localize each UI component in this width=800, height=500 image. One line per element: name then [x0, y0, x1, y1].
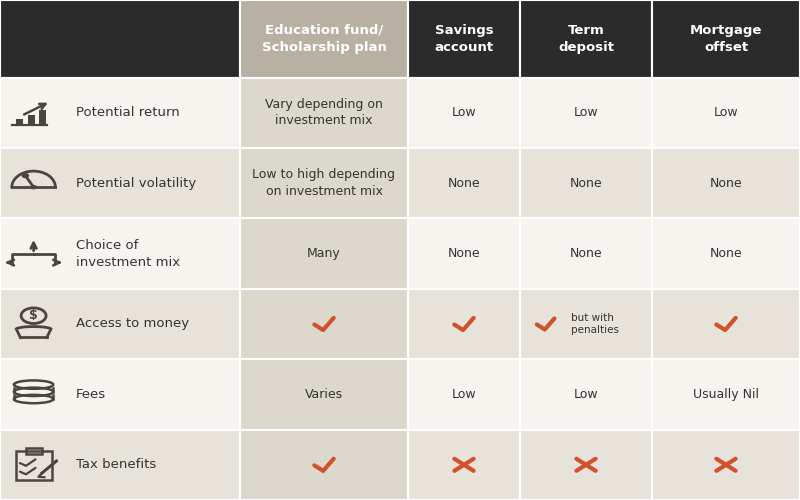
Bar [26, 448, 42, 454]
Bar [652, 359, 800, 430]
Bar [240, 218, 408, 289]
Bar [0, 289, 240, 359]
Text: None: None [448, 247, 480, 260]
Bar [408, 430, 520, 500]
Bar [39, 110, 46, 126]
Text: Low: Low [574, 388, 598, 401]
Circle shape [22, 174, 29, 178]
Text: None: None [570, 247, 602, 260]
Bar [652, 289, 800, 359]
Bar [408, 0, 520, 78]
Bar [16, 118, 23, 126]
Bar [0, 78, 240, 148]
Text: Usually Nil: Usually Nil [693, 388, 759, 401]
Text: Low: Low [574, 106, 598, 119]
Bar [652, 0, 800, 78]
Bar [240, 359, 408, 430]
Text: Term
deposit: Term deposit [558, 24, 614, 54]
Text: $: $ [30, 309, 38, 322]
Bar [0, 430, 240, 500]
Text: Access to money: Access to money [76, 318, 189, 330]
Bar [0, 218, 240, 289]
Bar [652, 148, 800, 218]
Bar [520, 359, 652, 430]
Text: Low: Low [714, 106, 738, 119]
Bar [240, 78, 408, 148]
Text: Potential return: Potential return [76, 106, 180, 119]
Bar [0, 0, 240, 78]
Bar [652, 430, 800, 500]
Bar [240, 148, 408, 218]
Text: Low to high depending
on investment mix: Low to high depending on investment mix [253, 168, 395, 198]
Text: None: None [710, 247, 742, 260]
Text: None: None [710, 176, 742, 190]
Text: Low: Low [452, 106, 476, 119]
Bar [520, 78, 652, 148]
Text: Fees: Fees [76, 388, 106, 401]
Text: Choice of
investment mix: Choice of investment mix [76, 238, 180, 268]
Bar [0, 148, 240, 218]
Bar [408, 359, 520, 430]
Bar [520, 289, 652, 359]
Bar [520, 0, 652, 78]
Bar [240, 289, 408, 359]
Circle shape [30, 185, 37, 190]
Text: Mortgage
offset: Mortgage offset [690, 24, 762, 54]
Bar [652, 218, 800, 289]
Bar [408, 218, 520, 289]
Bar [408, 289, 520, 359]
Text: None: None [448, 176, 480, 190]
Text: None: None [570, 176, 602, 190]
Bar [240, 430, 408, 500]
Text: Tax benefits: Tax benefits [76, 458, 156, 471]
Bar [520, 430, 652, 500]
Text: Low: Low [452, 388, 476, 401]
Bar [520, 218, 652, 289]
Text: Education fund/
Scholarship plan: Education fund/ Scholarship plan [262, 24, 386, 54]
Bar [0, 359, 240, 430]
Bar [408, 78, 520, 148]
Bar [652, 78, 800, 148]
Text: Many: Many [307, 247, 341, 260]
Bar [520, 148, 652, 218]
Bar [240, 0, 408, 78]
Text: but with
penalties: but with penalties [571, 313, 619, 335]
Text: Varies: Varies [305, 388, 343, 401]
Bar [408, 148, 520, 218]
Text: Potential volatility: Potential volatility [76, 176, 196, 190]
Text: Savings
account: Savings account [434, 24, 494, 54]
Bar [28, 115, 34, 126]
Bar [16, 451, 51, 480]
Text: Vary depending on
investment mix: Vary depending on investment mix [265, 98, 383, 128]
